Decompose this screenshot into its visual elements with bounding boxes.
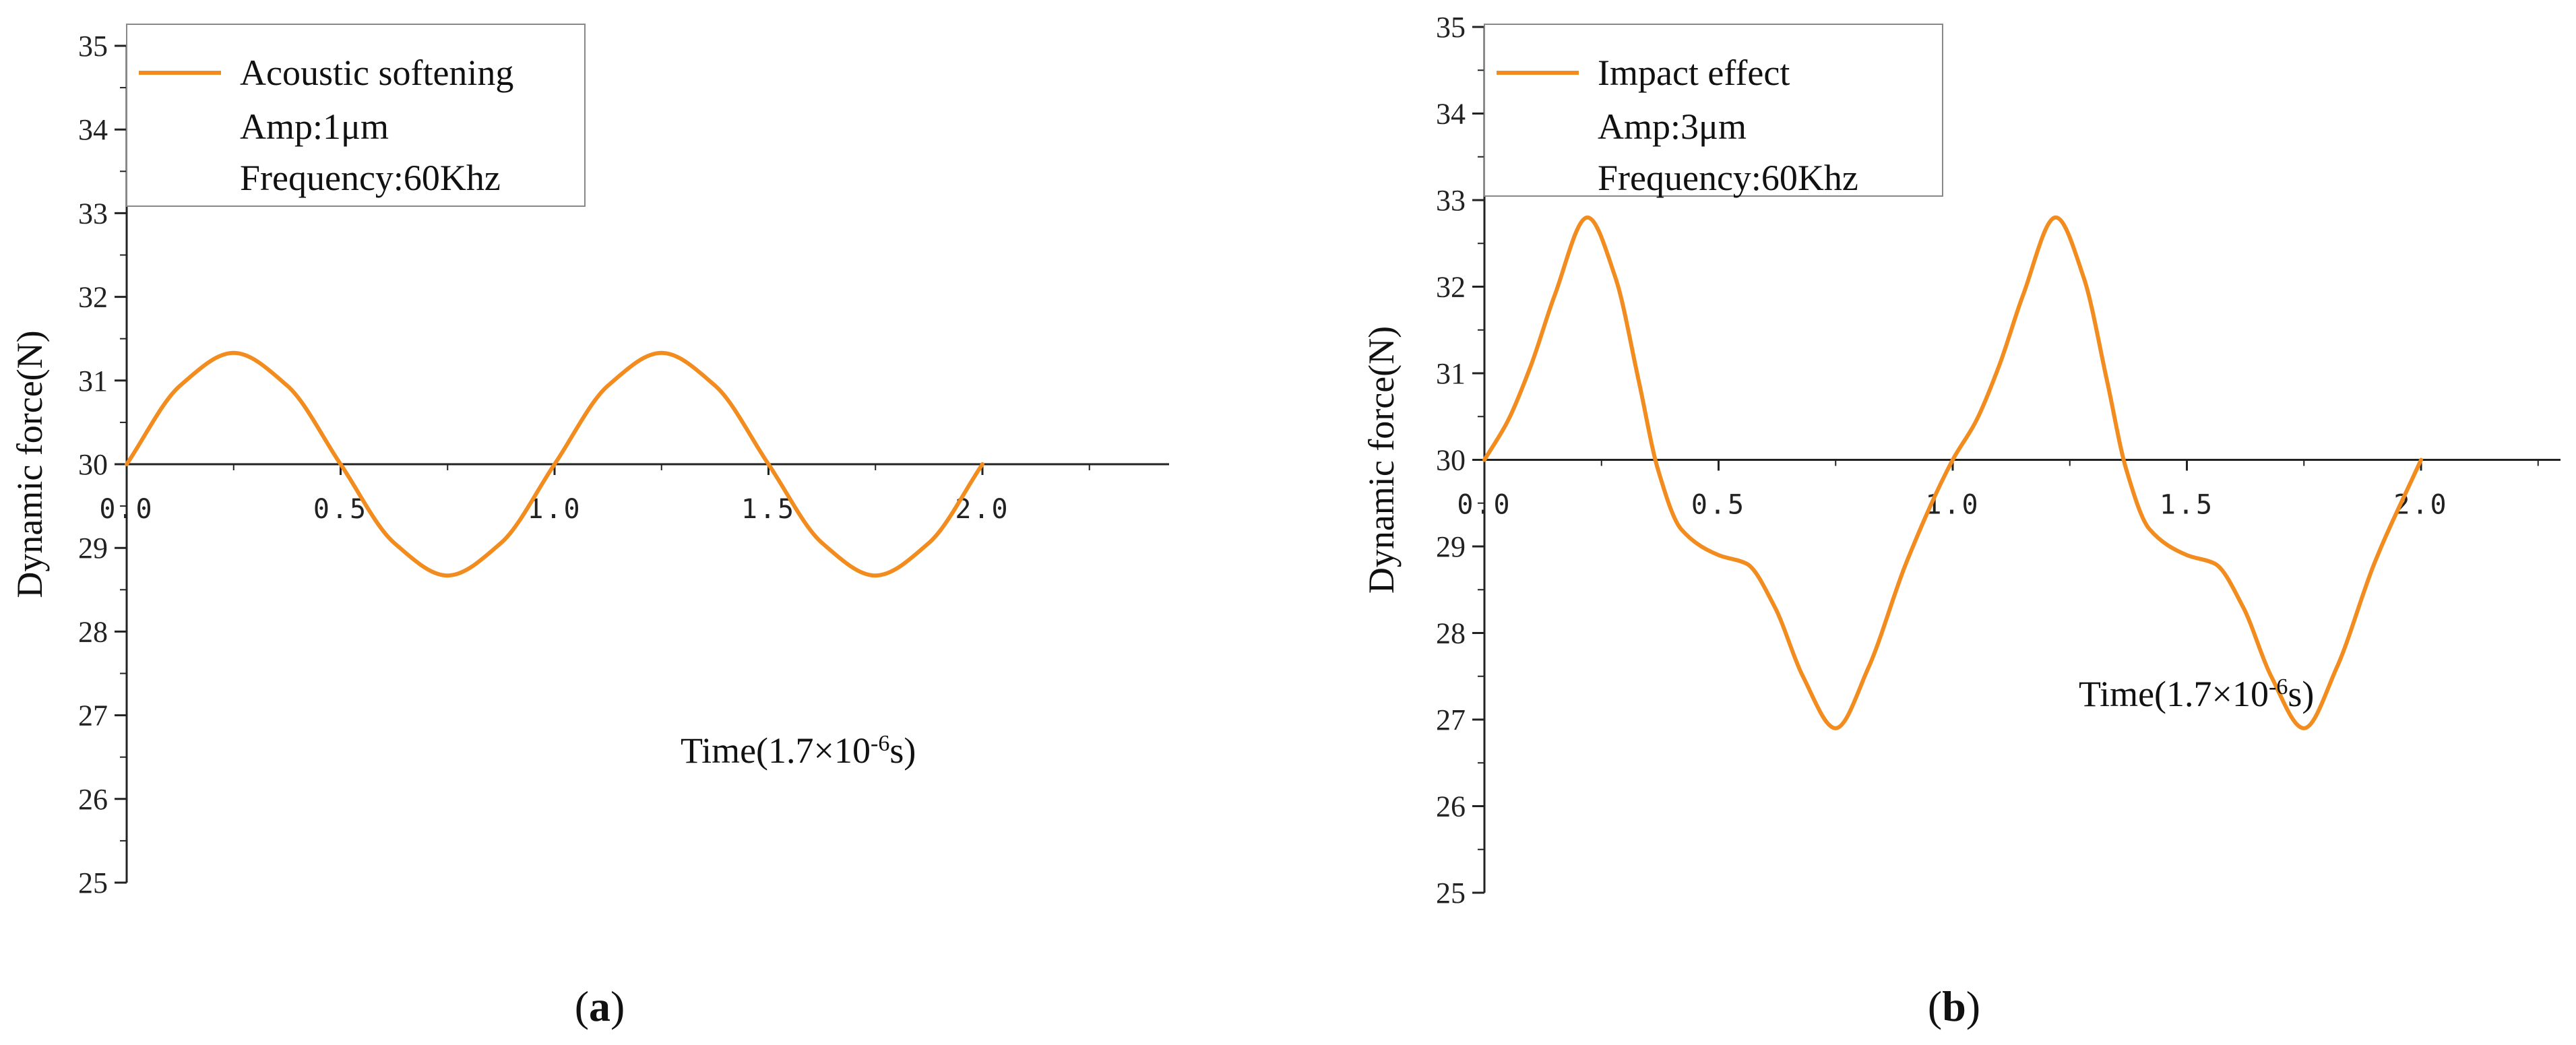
x-tick-label: 2.0 bbox=[955, 494, 1009, 525]
panel-label-letter: b bbox=[1942, 982, 1966, 1030]
x-axis-title-suffix: s) bbox=[889, 730, 916, 771]
y-tick-label: 33 bbox=[1436, 184, 1466, 217]
x-tick-label: 0.5 bbox=[1691, 490, 1746, 521]
panel-label-close: ) bbox=[1966, 982, 1980, 1030]
panel-label-open: ( bbox=[1928, 982, 1942, 1030]
y-tick-label: 29 bbox=[78, 532, 108, 565]
legend-entry-name: Acoustic softening bbox=[240, 53, 513, 93]
legend-box bbox=[126, 24, 586, 207]
x-tick-label: 0.5 bbox=[313, 494, 368, 525]
y-axis-title: Dynamic force(N) bbox=[1361, 326, 1402, 594]
x-tick-label: 1.0 bbox=[527, 494, 582, 525]
panel-label-close: ) bbox=[610, 982, 625, 1030]
x-axis-title: Time(1.7×10-6s) bbox=[681, 730, 916, 771]
x-tick-label: 2.0 bbox=[2393, 490, 2448, 521]
legend-entry-frequency: Frequency:60Khz bbox=[240, 158, 501, 198]
x-axis-title-prefix: Time(1.7×10 bbox=[681, 730, 871, 771]
panel-label: (b) bbox=[1928, 982, 1980, 1030]
y-tick-label: 28 bbox=[1436, 617, 1466, 650]
x-axis-title-exponent: -6 bbox=[871, 731, 889, 756]
panel-label-open: ( bbox=[575, 982, 589, 1030]
y-tick-label: 32 bbox=[1436, 271, 1466, 304]
legend-entry-amp: Amp:1μm bbox=[240, 106, 389, 147]
x-axis-title-prefix: Time(1.7×10 bbox=[2079, 674, 2269, 714]
panel-label: (a) bbox=[575, 982, 625, 1030]
legend-entry-name: Impact effect bbox=[1598, 53, 1790, 93]
y-tick-label: 26 bbox=[78, 783, 108, 816]
x-tick-label: 0.0 bbox=[99, 494, 154, 525]
series-line-a bbox=[125, 350, 984, 578]
series-line-b bbox=[1482, 215, 2423, 730]
y-tick-label: 30 bbox=[1436, 444, 1466, 477]
x-axis-title-exponent: -6 bbox=[2269, 674, 2288, 699]
legend-box bbox=[1484, 24, 1943, 197]
y-tick-label: 35 bbox=[1436, 11, 1466, 44]
y-tick-label: 34 bbox=[78, 113, 108, 146]
y-tick-label: 35 bbox=[78, 30, 108, 63]
y-tick-label: 29 bbox=[1436, 530, 1466, 563]
y-tick-label: 27 bbox=[78, 699, 108, 732]
legend-entry-frequency: Frequency:60Khz bbox=[1598, 158, 1858, 198]
y-tick-label: 31 bbox=[1436, 357, 1466, 390]
y-axis-title: Dynamic force(N) bbox=[9, 330, 50, 598]
y-tick-label: 28 bbox=[78, 615, 108, 648]
y-tick-label: 27 bbox=[1436, 703, 1466, 736]
panel-label-letter: a bbox=[589, 982, 610, 1030]
y-tick-label: 25 bbox=[78, 866, 108, 899]
x-tick-label: 0.0 bbox=[1457, 490, 1511, 521]
y-tick-label: 25 bbox=[1436, 877, 1466, 910]
chart-panel-a: 25 26 27 28 29 30 31 32 33 34 35 0.0 0.5 1.0 1.5 2.0 Aco… bbox=[9, 24, 1169, 1030]
y-tick-label: 34 bbox=[1436, 98, 1466, 131]
legend-entry-amp: Amp:3μm bbox=[1598, 106, 1747, 147]
x-axis-title: Time(1.7×10-6s) bbox=[2079, 674, 2314, 714]
y-tick-label: 33 bbox=[78, 197, 108, 230]
y-tick-label: 30 bbox=[78, 448, 108, 481]
x-tick-label: 1.5 bbox=[2160, 490, 2214, 521]
x-axis-title-suffix: s) bbox=[2288, 674, 2314, 714]
y-tick-label: 31 bbox=[78, 365, 108, 398]
y-tick-label: 26 bbox=[1436, 790, 1466, 823]
x-tick-label: 1.5 bbox=[741, 494, 796, 525]
y-tick-label: 32 bbox=[78, 281, 108, 314]
